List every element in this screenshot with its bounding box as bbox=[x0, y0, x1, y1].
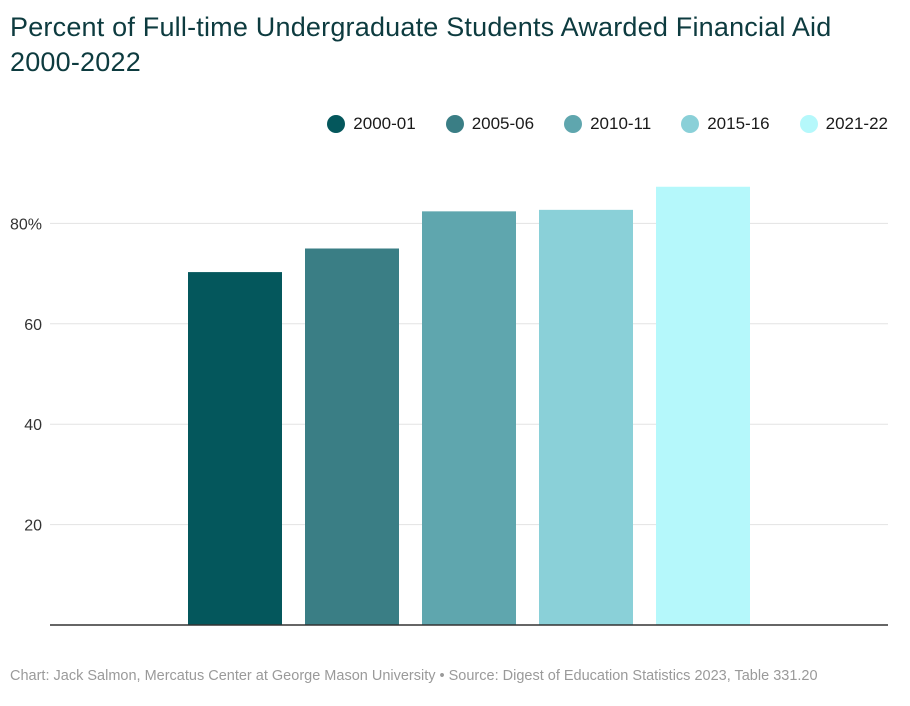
legend: 2000-01 2005-06 2010-11 2015-16 2021-22 bbox=[327, 114, 888, 134]
legend-item-2021-22: 2021-22 bbox=[799, 114, 888, 134]
legend-item-2015-16: 2015-16 bbox=[681, 114, 770, 134]
legend-swatch bbox=[564, 115, 583, 133]
bar-2005-06 bbox=[305, 248, 399, 625]
y-tick-label: 80% bbox=[10, 216, 42, 233]
legend-label: 2005-06 bbox=[471, 114, 535, 133]
legend-swatch bbox=[445, 115, 464, 133]
legend-label: 2015-16 bbox=[707, 114, 770, 133]
chart-title: Percent of Full-time Undergraduate Stude… bbox=[10, 12, 832, 77]
y-tick-label: 60 bbox=[24, 317, 42, 334]
legend-label: 2021-22 bbox=[825, 114, 888, 133]
legend-label: 2000-01 bbox=[353, 114, 416, 133]
legend-swatch bbox=[327, 115, 346, 133]
legend-label: 2010-11 bbox=[590, 114, 652, 133]
bar-2021-22 bbox=[656, 186, 750, 625]
chart-footer: Chart: Jack Salmon, Mercatus Center at G… bbox=[10, 668, 818, 684]
legend-item-2005-06: 2005-06 bbox=[445, 114, 535, 134]
bar-2000-01 bbox=[188, 272, 282, 625]
bar-2010-11 bbox=[422, 211, 516, 626]
legend-item-2010-11: 2010-11 bbox=[564, 114, 651, 134]
bar-2015-16 bbox=[539, 209, 633, 625]
legend-swatch bbox=[681, 115, 700, 133]
y-tick-label: 40 bbox=[24, 417, 42, 434]
legend-item-2000-01: 2000-01 bbox=[327, 114, 416, 134]
y-tick-label: 20 bbox=[24, 518, 42, 535]
legend-swatch bbox=[799, 115, 818, 133]
